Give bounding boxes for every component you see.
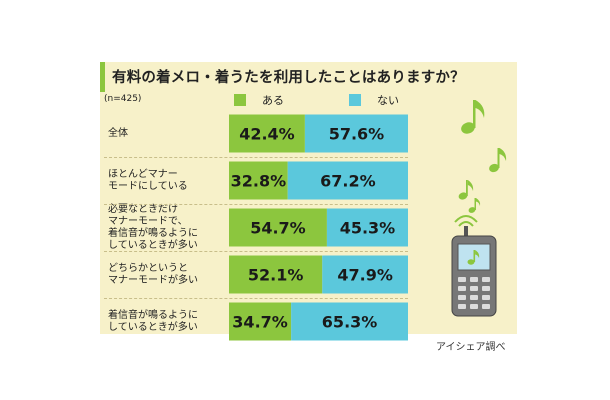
music-note-icon [468, 198, 481, 213]
bar-segment-no [326, 208, 408, 247]
row-separator [104, 157, 408, 158]
data-label-yes: 54.7% [250, 219, 306, 238]
row-separator [104, 298, 408, 299]
chart-title: 有料の着メロ・着うたを利用したことはありますか？ [112, 70, 465, 86]
music-note-icon [458, 180, 474, 200]
row-separator [104, 204, 408, 205]
data-label-no: 57.6% [329, 125, 385, 144]
bar-segment-no [304, 114, 408, 153]
bar-segment-yes [229, 161, 288, 200]
bar-segment-yes [229, 114, 305, 153]
bar-segment-yes [229, 255, 323, 294]
category-label: どちらかというと マナーモードが多い [108, 262, 198, 286]
data-label-no: 67.2% [320, 172, 376, 191]
sample-size: (n=425) [104, 94, 142, 104]
data-label-yes: 52.1% [248, 266, 304, 285]
mobile-phone-icon [451, 215, 497, 317]
data-label-yes: 32.8% [231, 172, 287, 191]
music-note-icon [489, 148, 507, 173]
legend-item-no: ない [349, 93, 399, 107]
category-label: 必要なときだけ マナーモードで、 着信音が鳴るように しているときが多い [108, 203, 198, 251]
data-label-no: 45.3% [340, 219, 396, 238]
legend-label-no: ない [377, 94, 399, 107]
bar-segment-no [322, 255, 408, 294]
bar-segment-no [287, 161, 408, 200]
legend-swatch-no [349, 94, 361, 106]
bar-segment-no [291, 302, 408, 341]
legend-item-yes: ある [234, 93, 284, 107]
data-label-yes: 42.4% [239, 125, 295, 144]
category-label: 着信音が鳴るように しているときが多い [108, 309, 198, 333]
data-label-no: 47.9% [337, 266, 393, 285]
data-label-yes: 34.7% [232, 313, 288, 332]
bar-segment-yes [229, 302, 292, 341]
source-credit: アイシェア調べ [436, 342, 506, 353]
bar-segment-yes [229, 208, 327, 247]
legend-swatch-yes [234, 94, 246, 106]
category-label: ほとんどマナー モードにしている [108, 168, 188, 192]
legend-label-yes: ある [262, 94, 284, 107]
title-accent-bar [100, 62, 105, 92]
category-label: 全体 [108, 127, 128, 139]
data-label-no: 65.3% [322, 313, 378, 332]
music-note-icon [461, 100, 485, 134]
row-separator [104, 251, 408, 252]
